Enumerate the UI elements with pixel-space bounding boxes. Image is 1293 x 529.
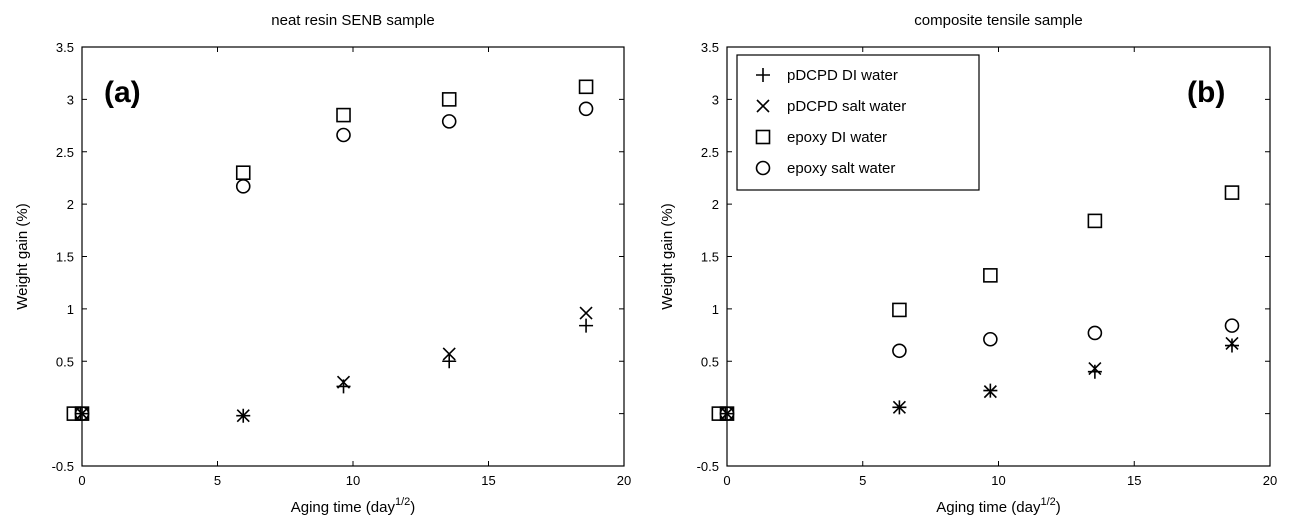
y-tick-label: 3 xyxy=(67,92,74,107)
data-point-square xyxy=(66,406,82,421)
data-point-square xyxy=(711,406,727,421)
y-tick-label: 2.5 xyxy=(701,145,719,160)
data-point-x xyxy=(1225,336,1239,351)
y-tick-label: 3.5 xyxy=(56,40,74,55)
x-axis-title: Aging time (day1/2) xyxy=(936,496,1061,516)
data-point-circle xyxy=(578,101,594,117)
data-point-x xyxy=(983,385,997,399)
data-point-circle xyxy=(74,406,90,421)
data-point-circle xyxy=(441,114,457,129)
data-point-square xyxy=(1224,185,1240,200)
x-axis-title-end: ) xyxy=(410,499,415,516)
data-point-square xyxy=(983,268,998,283)
series-x xyxy=(720,336,1239,421)
y-tick-label: 1.5 xyxy=(56,250,74,265)
data-point-square xyxy=(441,92,457,107)
data-point-circle xyxy=(1224,318,1240,333)
data-point-x xyxy=(442,347,456,361)
data-point-circle xyxy=(719,406,735,421)
plot-frame xyxy=(81,46,625,467)
y-tick-label: 1 xyxy=(712,302,719,317)
data-point-square xyxy=(578,79,594,95)
legend-label: pDCPD salt water xyxy=(787,98,906,115)
data-point-plus xyxy=(1087,364,1102,379)
y-tick-label: 1 xyxy=(67,302,74,317)
data-point-square xyxy=(336,107,351,123)
panel-label: (b) xyxy=(1187,76,1225,109)
chart-title: composite tensile sample xyxy=(914,12,1082,29)
series-square xyxy=(711,185,1240,421)
y-tick-label: 2 xyxy=(67,197,74,212)
legend-label: epoxy DI water xyxy=(787,129,887,146)
series-x xyxy=(75,306,593,423)
legend-marker-circle xyxy=(755,160,771,176)
y-tick-label: 3.5 xyxy=(701,40,719,55)
chart-panel-1: -0.5 0.5 1 1.5 2 2.5 3 3.5 0 5 10 15 20 composite ten… xyxy=(659,12,1277,516)
chart-title: neat resin SENB sample xyxy=(271,12,434,29)
legend-box xyxy=(736,54,980,191)
data-point-circle xyxy=(983,331,998,347)
data-point-plus xyxy=(1224,338,1239,353)
y-tick-label: 3 xyxy=(712,92,719,107)
x-axis-title-end: ) xyxy=(1056,499,1061,516)
x-tick-label: 20 xyxy=(1263,473,1277,488)
data-point-plus xyxy=(442,354,457,369)
legend-label: pDCPD DI water xyxy=(787,67,898,84)
y-tick-label: -0.5 xyxy=(52,459,74,474)
x-axis-title-main: Aging time (day xyxy=(936,499,1041,516)
legend-marker-square xyxy=(755,129,771,145)
x-tick-label: 20 xyxy=(617,473,631,488)
data-point-square xyxy=(892,302,907,318)
data-point-circle xyxy=(235,179,251,194)
y-tick-label: 1.5 xyxy=(701,250,719,265)
series-circle xyxy=(74,101,594,421)
series-square xyxy=(66,79,594,421)
data-point-x xyxy=(1088,362,1102,376)
series-circle xyxy=(719,318,1240,421)
data-point-x xyxy=(236,409,250,423)
data-point-x xyxy=(892,400,906,414)
x-tick-label: 10 xyxy=(991,473,1005,488)
x-axis-title-sup: 1/2 xyxy=(395,496,410,508)
x-axis-title-main: Aging time (day xyxy=(291,499,396,516)
x-axis-title-sup: 1/2 xyxy=(1040,496,1055,508)
series-plus xyxy=(75,318,594,423)
panel-label: (a) xyxy=(104,76,141,109)
x-tick-label: 0 xyxy=(78,473,85,488)
y-tick-label: 0.5 xyxy=(701,354,719,369)
x-tick-label: 15 xyxy=(481,473,495,488)
data-point-x xyxy=(720,407,734,421)
x-axis-title: Aging time (day1/2) xyxy=(291,496,416,516)
data-point-circle xyxy=(336,127,351,143)
y-tick-label: -0.5 xyxy=(697,459,719,474)
y-axis-title: Weight gain (%) xyxy=(659,203,676,309)
x-tick-label: 5 xyxy=(859,473,866,488)
x-tick-label: 10 xyxy=(346,473,360,488)
y-axis-title: Weight gain (%) xyxy=(14,203,31,309)
data-point-x xyxy=(579,306,593,320)
data-point-circle xyxy=(1087,325,1103,341)
y-tick-label: 0.5 xyxy=(56,354,74,369)
legend-marker-plus xyxy=(756,68,770,82)
data-point-plus xyxy=(579,318,594,333)
series-plus xyxy=(720,338,1239,421)
data-point-x xyxy=(336,375,351,389)
legend: pDCPD DI water pDCPD salt water epoxy DI w… xyxy=(736,54,980,191)
legend-marker-x xyxy=(756,99,770,113)
legend-label: epoxy salt water xyxy=(787,160,895,177)
data-point-x xyxy=(75,407,89,421)
x-tick-label: 0 xyxy=(723,473,730,488)
data-point-square xyxy=(1087,213,1103,229)
x-tick-label: 15 xyxy=(1127,473,1141,488)
data-point-circle xyxy=(892,343,907,359)
y-tick-label: 2 xyxy=(712,197,719,212)
x-tick-label: 5 xyxy=(214,473,221,488)
chart-panel-0: -0.5 0.5 1 1.5 2 2.5 3 3.5 0 5 10 15 20 neat resin SE… xyxy=(14,12,631,516)
data-point-square xyxy=(235,165,251,180)
y-tick-label: 2.5 xyxy=(56,145,74,160)
